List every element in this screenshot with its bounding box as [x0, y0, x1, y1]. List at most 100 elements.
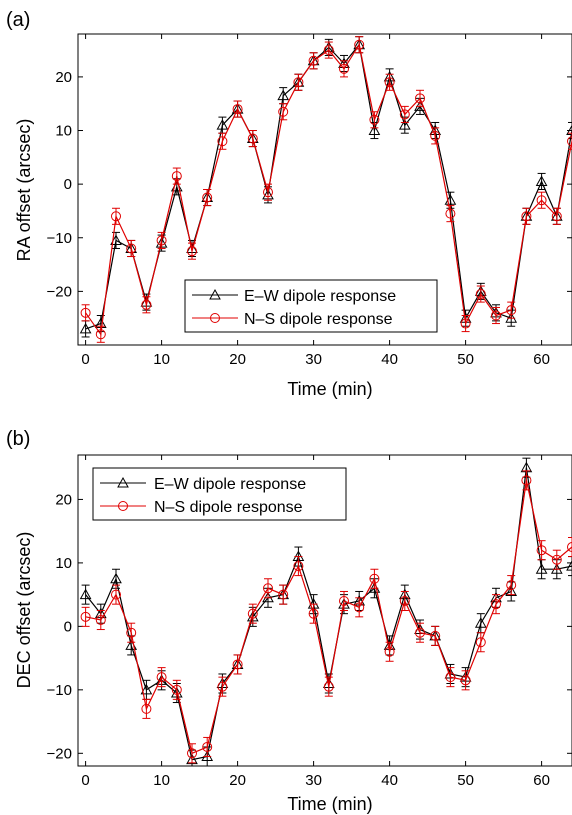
x-tick-label: 40 — [381, 772, 398, 789]
panel-a-legend-ns-marker — [210, 313, 220, 323]
panel-b-legend-ew-marker — [117, 476, 129, 488]
panel-a-series — [79, 36, 572, 343]
data-point-circle — [369, 573, 380, 584]
y-tick-label: 0 — [64, 618, 72, 635]
data-point-circle — [491, 599, 501, 610]
data-point-circle — [369, 114, 380, 125]
data-point-circle — [80, 611, 91, 622]
data-point-circle — [445, 672, 456, 683]
panel-a-legend: E–W dipole response N–S dipole response — [184, 279, 438, 333]
data-point-circle — [187, 748, 197, 759]
x-tick-label: 10 — [153, 351, 170, 368]
data-point-circle — [278, 106, 289, 117]
data-point-circle — [323, 45, 334, 56]
series-line — [85, 480, 572, 755]
data-point-triangle — [277, 89, 290, 101]
x-tick-label: 30 — [305, 351, 322, 368]
data-point-circle — [263, 187, 273, 198]
data-point-circle — [293, 77, 304, 88]
data-point-triangle — [110, 572, 122, 584]
data-point-triangle — [505, 585, 518, 596]
data-point-circle — [308, 55, 319, 66]
data-point-circle — [384, 646, 395, 657]
data-point-circle — [187, 246, 197, 257]
panel-b-ticks: 0 10 20 30 40 50 60 −20 −10 0 10 20 — [47, 455, 572, 789]
data-point-circle — [475, 637, 486, 648]
panel-a-legend-box — [184, 279, 438, 333]
data-point-circle — [111, 589, 121, 600]
panel-b-frame — [77, 454, 572, 767]
data-point-circle — [521, 475, 532, 486]
x-tick-label: 40 — [381, 351, 398, 368]
panel-b-legend-ns-marker — [118, 501, 128, 511]
data-point-circle — [430, 130, 441, 141]
data-point-circle — [491, 310, 501, 321]
data-point-circle — [354, 602, 365, 613]
x-tick-label: 0 — [81, 772, 89, 789]
y-tick-label: −20 — [47, 745, 72, 762]
panel-b-legend-box — [92, 467, 347, 521]
panel-a-legend-ew-marker — [209, 288, 221, 300]
data-point-circle — [95, 615, 106, 626]
data-point-circle — [202, 192, 213, 203]
data-point-circle — [232, 659, 243, 670]
data-point-circle — [80, 307, 91, 318]
data-point-circle — [293, 561, 304, 572]
data-point-circle — [95, 329, 106, 340]
data-point-circle — [232, 104, 243, 115]
data-point-circle — [567, 542, 572, 553]
data-point-circle — [339, 595, 349, 606]
data-point-circle — [217, 681, 228, 692]
x-tick-label: 30 — [305, 772, 322, 789]
data-point-triangle — [186, 753, 198, 765]
y-tick-label: 10 — [55, 123, 72, 140]
panel-b-legend-ns-label: N–S dipole response — [154, 499, 303, 516]
data-point-circle — [521, 211, 532, 222]
data-point-circle — [202, 741, 213, 752]
data-point-circle — [171, 684, 182, 695]
data-point-circle — [567, 136, 572, 147]
data-point-circle — [430, 630, 441, 641]
data-point-circle — [354, 39, 365, 50]
data-point-circle — [141, 703, 152, 714]
y-tick-label: −10 — [47, 682, 72, 699]
panel-a-legend-ns-label: N–S dipole response — [244, 311, 393, 328]
data-point-circle — [551, 554, 562, 565]
data-point-circle — [247, 608, 258, 619]
data-point-triangle — [535, 563, 548, 574]
data-point-circle — [384, 77, 395, 88]
data-point-circle — [460, 675, 471, 686]
data-point-circle — [141, 299, 152, 310]
data-point-triangle — [140, 683, 153, 695]
data-point-triangle — [535, 175, 548, 186]
panel-b-label: (b) — [6, 428, 30, 450]
y-tick-label: −20 — [47, 283, 72, 300]
panel-b-legend-ew-label: E–W dipole response — [154, 476, 306, 493]
data-point-triangle — [474, 617, 487, 628]
panel-a-xlabel: Time (min) — [287, 379, 372, 399]
data-point-circle — [217, 136, 228, 147]
data-point-circle — [415, 93, 425, 104]
data-point-circle — [536, 195, 547, 206]
data-point-circle — [460, 318, 471, 329]
data-point-circle — [156, 672, 167, 683]
data-point-circle — [126, 627, 137, 638]
data-point-circle — [399, 109, 410, 120]
panel-b-legend: E–W dipole response N–S dipole response — [92, 467, 347, 521]
data-point-triangle — [566, 124, 572, 136]
x-tick-label: 20 — [229, 772, 246, 789]
data-point-circle — [247, 133, 258, 144]
data-point-triangle — [368, 124, 381, 136]
data-point-circle — [339, 63, 349, 74]
x-tick-label: 60 — [533, 351, 550, 368]
panel-a-label: (a) — [6, 9, 30, 31]
data-point-triangle — [398, 119, 411, 130]
x-tick-label: 60 — [533, 772, 550, 789]
data-point-circle — [126, 243, 137, 254]
panel-b-ylabel: DEC offset (arcsec) — [14, 532, 34, 689]
data-point-triangle — [566, 560, 572, 571]
data-point-circle — [278, 589, 289, 600]
data-point-circle — [536, 545, 547, 556]
